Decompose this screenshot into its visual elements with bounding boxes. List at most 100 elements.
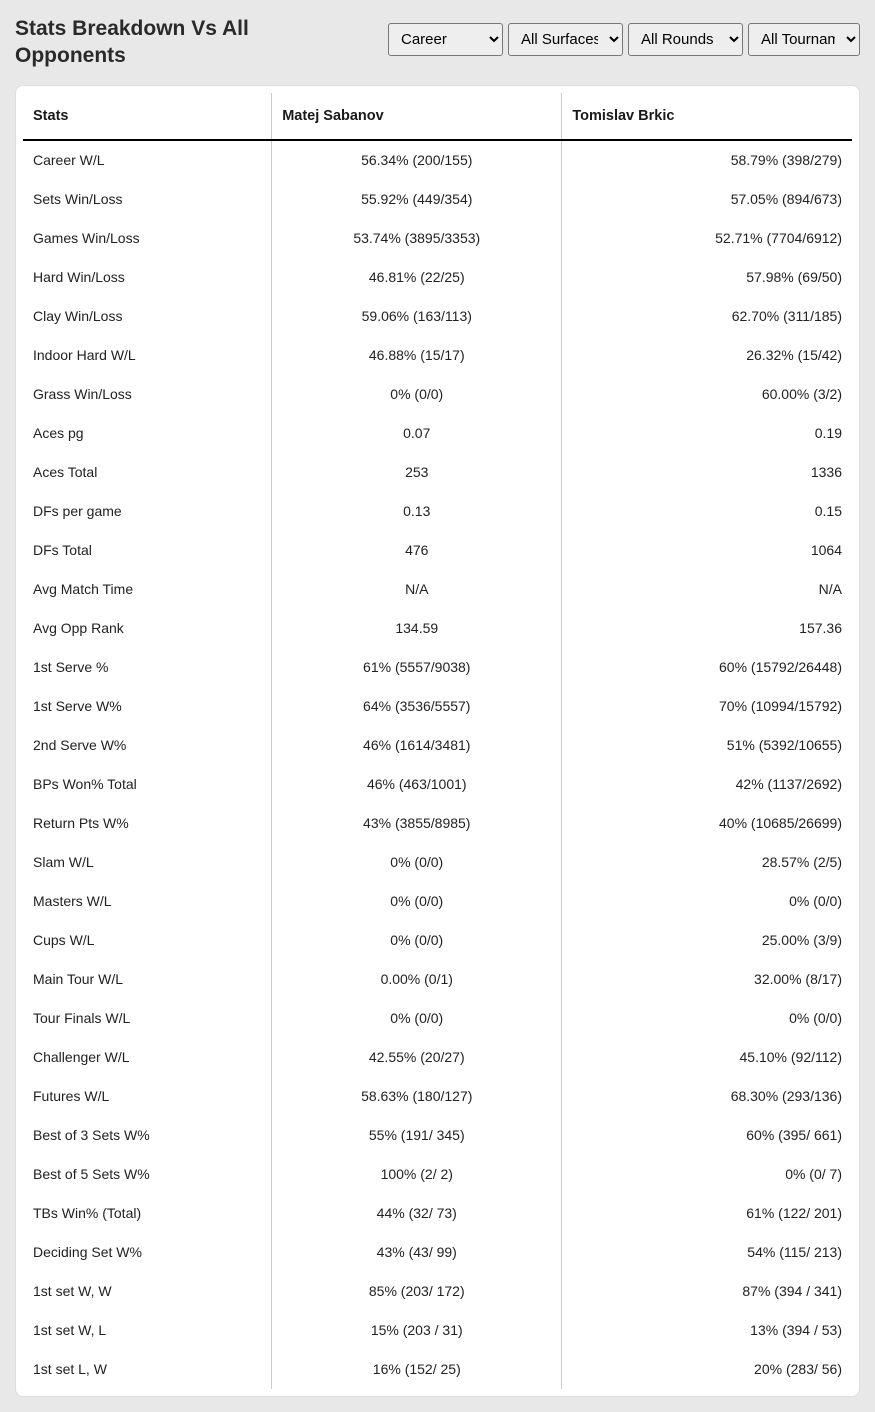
stat-value-player1: 46% (463/1001) <box>272 764 562 803</box>
stat-value-player1: 53.74% (3895/3353) <box>272 218 562 257</box>
table-row: Best of 3 Sets W%55% (191/ 345)60% (395/… <box>23 1115 852 1154</box>
stats-table: Stats Matej Sabanov Tomislav Brkic Caree… <box>23 93 852 1389</box>
stat-label: 1st set W, W <box>23 1271 272 1310</box>
stat-value-player2: 61% (122/ 201) <box>562 1193 852 1232</box>
stat-value-player1: 61% (5557/9038) <box>272 647 562 686</box>
stat-value-player1: 46.88% (15/17) <box>272 335 562 374</box>
filter-rounds[interactable]: All Rounds <box>628 23 743 56</box>
filters-group: Career All Surfaces All Rounds All Tourn… <box>388 23 860 56</box>
stat-label: Slam W/L <box>23 842 272 881</box>
stat-value-player1: N/A <box>272 569 562 608</box>
stat-value-player1: 56.34% (200/155) <box>272 140 562 180</box>
stat-label: Challenger W/L <box>23 1037 272 1076</box>
stat-value-player1: 59.06% (163/113) <box>272 296 562 335</box>
table-row: 1st Serve %61% (5557/9038)60% (15792/264… <box>23 647 852 686</box>
table-row: Tour Finals W/L0% (0/0)0% (0/0) <box>23 998 852 1037</box>
table-row: Challenger W/L42.55% (20/27)45.10% (92/1… <box>23 1037 852 1076</box>
stat-value-player1: 55% (191/ 345) <box>272 1115 562 1154</box>
stat-value-player1: 0.00% (0/1) <box>272 959 562 998</box>
stat-label: 1st set W, L <box>23 1310 272 1349</box>
table-row: Best of 5 Sets W%100% (2/ 2)0% (0/ 7) <box>23 1154 852 1193</box>
stat-value-player2: 20% (283/ 56) <box>562 1349 852 1388</box>
stat-label: Main Tour W/L <box>23 959 272 998</box>
stat-value-player2: 42% (1137/2692) <box>562 764 852 803</box>
table-header-row: Stats Matej Sabanov Tomislav Brkic <box>23 93 852 140</box>
stat-label: Avg Match Time <box>23 569 272 608</box>
stat-value-player1: 42.55% (20/27) <box>272 1037 562 1076</box>
table-row: Hard Win/Loss46.81% (22/25)57.98% (69/50… <box>23 257 852 296</box>
stat-label: BPs Won% Total <box>23 764 272 803</box>
stat-value-player2: 60% (15792/26448) <box>562 647 852 686</box>
stat-value-player1: 0.13 <box>272 491 562 530</box>
stat-value-player2: 62.70% (311/185) <box>562 296 852 335</box>
stat-label: Career W/L <box>23 140 272 180</box>
stat-label: Masters W/L <box>23 881 272 920</box>
filter-tournaments[interactable]: All Tournaments <box>748 23 860 56</box>
column-header-player1: Matej Sabanov <box>272 93 562 140</box>
stat-label: Games Win/Loss <box>23 218 272 257</box>
stat-value-player2: 0.15 <box>562 491 852 530</box>
stat-label: 1st Serve % <box>23 647 272 686</box>
stat-value-player1: 58.63% (180/127) <box>272 1076 562 1115</box>
stat-label: Tour Finals W/L <box>23 998 272 1037</box>
stat-value-player2: 28.57% (2/5) <box>562 842 852 881</box>
stat-value-player2: 25.00% (3/9) <box>562 920 852 959</box>
stat-label: DFs Total <box>23 530 272 569</box>
stat-value-player2: N/A <box>562 569 852 608</box>
table-row: 1st set W, L15% (203 / 31)13% (394 / 53) <box>23 1310 852 1349</box>
stat-value-player1: 134.59 <box>272 608 562 647</box>
stat-label: Avg Opp Rank <box>23 608 272 647</box>
column-header-stats: Stats <box>23 93 272 140</box>
stat-value-player1: 0% (0/0) <box>272 842 562 881</box>
stat-value-player2: 1064 <box>562 530 852 569</box>
table-row: Deciding Set W%43% (43/ 99)54% (115/ 213… <box>23 1232 852 1271</box>
stat-label: DFs per game <box>23 491 272 530</box>
stat-value-player2: 32.00% (8/17) <box>562 959 852 998</box>
stat-label: Best of 5 Sets W% <box>23 1154 272 1193</box>
table-row: Aces pg0.070.19 <box>23 413 852 452</box>
table-row: Grass Win/Loss0% (0/0)60.00% (3/2) <box>23 374 852 413</box>
table-row: Avg Opp Rank134.59157.36 <box>23 608 852 647</box>
stat-value-player1: 0% (0/0) <box>272 920 562 959</box>
table-row: DFs Total4761064 <box>23 530 852 569</box>
table-row: 2nd Serve W%46% (1614/3481)51% (5392/106… <box>23 725 852 764</box>
stat-label: Best of 3 Sets W% <box>23 1115 272 1154</box>
stat-value-player1: 0% (0/0) <box>272 881 562 920</box>
stat-value-player1: 55.92% (449/354) <box>272 179 562 218</box>
table-row: Indoor Hard W/L46.88% (15/17)26.32% (15/… <box>23 335 852 374</box>
stat-value-player2: 54% (115/ 213) <box>562 1232 852 1271</box>
stat-value-player2: 58.79% (398/279) <box>562 140 852 180</box>
stat-value-player2: 1336 <box>562 452 852 491</box>
stat-value-player1: 46% (1614/3481) <box>272 725 562 764</box>
table-row: TBs Win% (Total)44% (32/ 73)61% (122/ 20… <box>23 1193 852 1232</box>
filter-surface[interactable]: All Surfaces <box>508 23 623 56</box>
stat-value-player2: 40% (10685/26699) <box>562 803 852 842</box>
stat-value-player2: 45.10% (92/112) <box>562 1037 852 1076</box>
stat-label: 2nd Serve W% <box>23 725 272 764</box>
stat-value-player2: 70% (10994/15792) <box>562 686 852 725</box>
table-row: Aces Total2531336 <box>23 452 852 491</box>
stat-value-player1: 46.81% (22/25) <box>272 257 562 296</box>
stat-value-player1: 100% (2/ 2) <box>272 1154 562 1193</box>
stat-value-player1: 43% (3855/8985) <box>272 803 562 842</box>
stat-value-player2: 68.30% (293/136) <box>562 1076 852 1115</box>
table-row: Masters W/L0% (0/0)0% (0/0) <box>23 881 852 920</box>
stat-label: 1st set L, W <box>23 1349 272 1388</box>
stat-label: Aces Total <box>23 452 272 491</box>
stat-value-player2: 87% (394 / 341) <box>562 1271 852 1310</box>
table-row: Sets Win/Loss55.92% (449/354)57.05% (894… <box>23 179 852 218</box>
stat-label: Cups W/L <box>23 920 272 959</box>
stat-value-player1: 16% (152/ 25) <box>272 1349 562 1388</box>
stat-label: TBs Win% (Total) <box>23 1193 272 1232</box>
stat-value-player2: 0% (0/0) <box>562 998 852 1037</box>
stat-label: Clay Win/Loss <box>23 296 272 335</box>
table-row: 1st Serve W%64% (3536/5557)70% (10994/15… <box>23 686 852 725</box>
stat-value-player1: 15% (203 / 31) <box>272 1310 562 1349</box>
table-row: BPs Won% Total46% (463/1001)42% (1137/26… <box>23 764 852 803</box>
stat-value-player2: 60.00% (3/2) <box>562 374 852 413</box>
stat-label: Sets Win/Loss <box>23 179 272 218</box>
stat-value-player2: 0.19 <box>562 413 852 452</box>
filter-career[interactable]: Career <box>388 23 503 56</box>
table-row: Career W/L56.34% (200/155)58.79% (398/27… <box>23 140 852 180</box>
stat-label: Aces pg <box>23 413 272 452</box>
